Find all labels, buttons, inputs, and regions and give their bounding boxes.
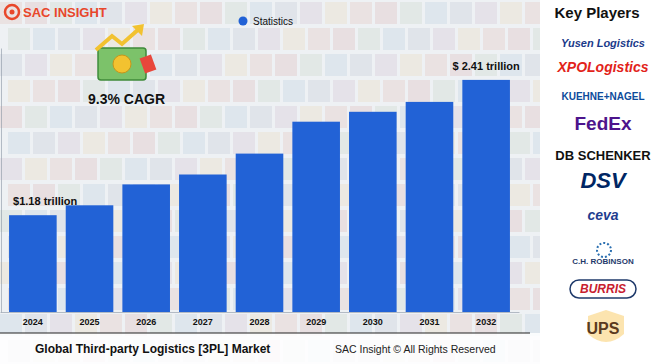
key-player: KUEHNE+NAGEL <box>561 91 644 102</box>
bar <box>292 122 340 312</box>
legend-swatch <box>239 17 248 26</box>
footer-panel <box>0 333 540 364</box>
key-players-panel <box>540 0 662 364</box>
x-tick-label: 2026 <box>136 317 156 327</box>
growth-arrowhead <box>132 24 144 36</box>
x-tick-label: 2027 <box>193 317 213 327</box>
bar <box>9 215 57 312</box>
annotation: 9.3% CAGR <box>88 91 165 107</box>
x-tick-label: 2030 <box>363 317 383 327</box>
x-tick-label: 2029 <box>306 317 326 327</box>
key-player: XPOLogistics <box>556 59 648 75</box>
key-player: DSV <box>580 168 628 193</box>
money-coin <box>113 55 131 73</box>
x-tick-label: 2024 <box>23 317 43 327</box>
background-overlay <box>0 0 662 364</box>
y-axis <box>1 49 2 313</box>
title: Global Third-party Logistics [3PL] Marke… <box>35 342 270 356</box>
growth-arrow <box>96 28 140 50</box>
bar <box>179 175 227 313</box>
bar <box>122 184 170 312</box>
key-players: Key Players Yusen Logistics XPOLogistics KU… <box>554 4 651 342</box>
data-label: $1.18 trillion <box>13 195 77 207</box>
legend-label: Statistics <box>253 16 293 27</box>
footer: SAC Insight © All Rights Reserved <box>335 343 496 355</box>
x-tick: 2029 <box>306 312 326 327</box>
money-note <box>98 48 146 80</box>
data-label: $ 2.41 trillion <box>453 60 521 72</box>
background <box>0 0 662 364</box>
bar <box>406 102 454 312</box>
key-player: DB SCHENKER <box>555 148 651 163</box>
x-tick: 2030 <box>363 312 383 327</box>
chart: SAC INSIGHT20242025202620272028202920302… <box>0 0 662 364</box>
bar <box>349 112 397 312</box>
bar <box>236 154 284 312</box>
background-fill <box>0 0 662 364</box>
x-tick: 2025 <box>80 312 100 327</box>
logo-decor <box>597 243 611 257</box>
bar <box>66 205 114 312</box>
key-player: C.H. ROBINSON <box>572 257 634 266</box>
bars <box>9 80 510 312</box>
x-tick: 2028 <box>249 312 269 327</box>
x-tick-label: 2025 <box>80 317 100 327</box>
brand-logo: SAC INSIGHT <box>5 5 107 20</box>
logo-decor <box>570 280 636 298</box>
key-player: UPS <box>587 320 620 337</box>
cagr-icon <box>96 24 156 80</box>
key-player: BURRIS <box>580 282 626 296</box>
x-axis: 2024 2025 2026 2027 2028 2029 2030 2031 2032 <box>1 312 520 327</box>
data-labels: $1.18 trillion $ 2.41 trillion <box>13 60 520 207</box>
price-tag <box>140 54 157 73</box>
x-tick: 2031 <box>419 312 439 327</box>
x-tick: 2024 <box>23 312 43 327</box>
x-tick-label: 2032 <box>476 317 496 327</box>
x-axis-line <box>1 312 520 313</box>
key-player: Yusen Logistics <box>561 37 645 49</box>
x-tick-label: 2028 <box>249 317 269 327</box>
brand-icon <box>5 5 19 19</box>
key-player: ceva <box>587 207 618 223</box>
y-axis-line <box>1 49 2 313</box>
x-tick: 2027 <box>193 312 213 327</box>
legend: Statistics <box>239 16 294 27</box>
key-player: FedEx <box>574 113 631 134</box>
key-players-title: Key Players <box>554 4 639 21</box>
x-tick: 2032 <box>476 312 496 327</box>
brand-icon <box>10 10 15 15</box>
x-tick: 2026 <box>136 312 156 327</box>
x-tick-label: 2031 <box>419 317 439 327</box>
bar <box>462 80 510 312</box>
footer-rule <box>0 333 530 334</box>
brand-text: SAC INSIGHT <box>23 5 107 20</box>
